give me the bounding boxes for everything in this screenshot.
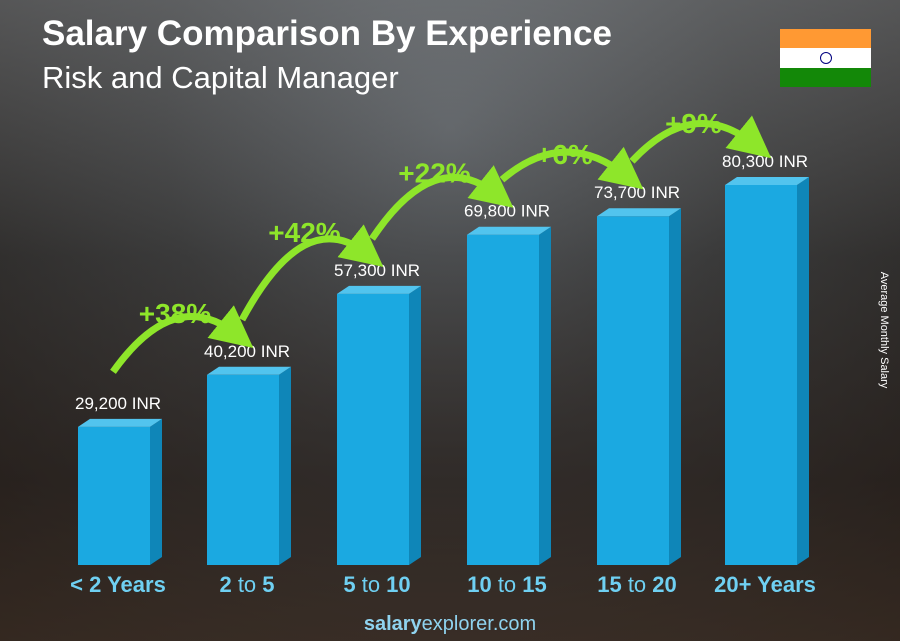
bar-top [467,226,551,235]
bar-top [207,366,291,375]
category-label: 2 to 5 [219,572,274,597]
bar-side [539,226,551,566]
category-label: 5 to 10 [343,572,410,597]
bar-side [409,285,421,565]
change-arrow [238,224,384,322]
bar-top [337,285,421,294]
value-label: 80,300 INR [722,152,808,171]
value-label: 40,200 INR [204,342,290,361]
bar-side [150,418,162,565]
bar [78,426,150,565]
brand-bold: salary [363,613,422,635]
change-arrow [369,165,514,241]
value-label: 69,800 INR [464,202,550,221]
category-label: 10 to 15 [467,572,547,597]
change-label: +6% [536,139,593,170]
value-label: 73,700 INR [594,183,680,202]
bar [207,374,279,565]
bar-top [725,177,809,185]
category-label: < 2 Years [70,572,166,597]
change-arrow [499,146,644,190]
value-label: 29,200 INR [75,394,161,413]
bar-top [78,418,162,427]
change-label: +9% [665,108,722,139]
page-subtitle: Risk and Capital Manager [42,60,399,95]
bar [337,293,409,565]
bar-side [669,208,681,565]
change-label: +42% [268,217,340,248]
bar [597,216,669,565]
india-flag-icon [780,29,871,87]
bar [467,234,539,566]
footer-brand[interactable]: salaryexplorer.com [0,613,900,636]
change-label: +22% [398,158,470,189]
change-arrow [629,115,772,164]
category-label: 15 to 20 [597,572,677,597]
brand-rest: explorer.com [421,613,537,635]
change-arrow [110,305,254,374]
bar [725,185,797,565]
bar-side [279,366,291,565]
page-title: Salary Comparison By Experience [42,14,612,53]
value-label: 57,300 INR [334,261,420,280]
change-label: +38% [139,298,211,329]
bar-top [597,208,681,217]
bar-side [797,177,809,565]
category-label: 20+ Years [714,572,816,597]
